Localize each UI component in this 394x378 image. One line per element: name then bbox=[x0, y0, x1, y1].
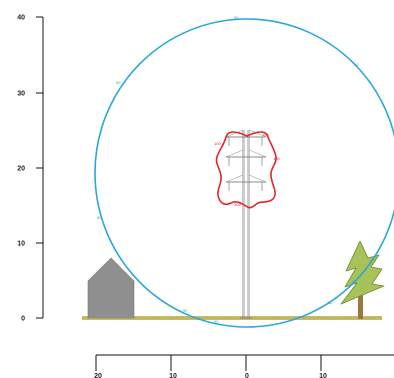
outer-contour-label: 50 bbox=[97, 215, 102, 220]
inner-contour-label: 100 bbox=[262, 132, 269, 137]
inner-contour-line bbox=[215, 131, 277, 209]
x-tick-label: 20 bbox=[94, 373, 102, 378]
outer-contour-label: 50 bbox=[214, 319, 219, 324]
pylon-brace bbox=[225, 149, 244, 158]
y-tick-label: 40 bbox=[17, 15, 25, 22]
pylon-brace bbox=[248, 129, 267, 138]
pylon-brace bbox=[225, 174, 244, 183]
x-axis: 20 10 0 10 bbox=[94, 354, 394, 378]
pylon-brace bbox=[248, 174, 267, 183]
inner-contour-label: 100 bbox=[234, 202, 241, 207]
outer-contour-label: 50 bbox=[116, 80, 121, 85]
outer-contour-label: 50 bbox=[328, 300, 333, 305]
pylon-brace bbox=[248, 149, 267, 158]
house-icon bbox=[87, 257, 135, 319]
pylon-brace bbox=[225, 129, 244, 138]
y-tick-label: 30 bbox=[17, 91, 25, 98]
y-tick-label: 10 bbox=[17, 241, 25, 248]
outer-contour-label: 50 bbox=[234, 15, 239, 20]
contour-labels: 50 50 50 50 50 50 50 50 100 100 100 100 bbox=[97, 15, 359, 324]
y-tick-label: 20 bbox=[17, 166, 25, 173]
outer-contour-label: 50 bbox=[183, 308, 188, 313]
inner-contour-label: 100 bbox=[273, 156, 280, 161]
x-tick-label: 10 bbox=[169, 373, 177, 378]
outer-contour-label: 50 bbox=[352, 279, 357, 284]
ground bbox=[82, 316, 382, 320]
x-tick-label: 0 bbox=[245, 373, 249, 378]
y-axis: 0 10 20 30 40 bbox=[17, 15, 44, 323]
outer-contour-label: 50 bbox=[354, 62, 359, 67]
tree-trunk bbox=[358, 282, 363, 319]
y-tick-label: 0 bbox=[21, 316, 25, 323]
outer-contour-line bbox=[94, 18, 394, 328]
pylon-icon bbox=[225, 129, 267, 319]
inner-contour-label: 100 bbox=[214, 141, 221, 146]
x-tick-label: 10 bbox=[319, 373, 327, 378]
